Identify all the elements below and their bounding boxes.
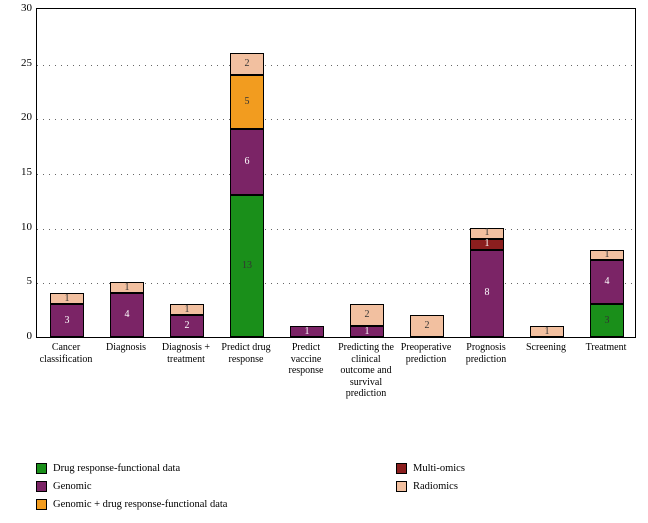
bar-segment-drug_resp: 3 bbox=[590, 304, 624, 337]
bar-segment-value: 8 bbox=[471, 288, 503, 298]
bar-segment-combo: 5 bbox=[230, 75, 264, 130]
bar-segment-radiomics: 1 bbox=[110, 282, 144, 293]
bar-segment-value: 5 bbox=[231, 97, 263, 107]
legend-label: Radiomics bbox=[413, 481, 458, 492]
bar-segment-value: 2 bbox=[351, 310, 383, 320]
bar-segment-genomic: 1 bbox=[350, 326, 384, 337]
y-tick-label: 0 bbox=[4, 330, 32, 342]
swatch-drug-resp bbox=[36, 463, 47, 474]
legend-item-multi: Multi-omics bbox=[396, 460, 465, 476]
bar-segment-genomic: 4 bbox=[590, 260, 624, 304]
bar-segment-value: 1 bbox=[471, 228, 503, 238]
y-tick-label: 5 bbox=[4, 275, 32, 287]
x-tick-label: Treatment bbox=[577, 342, 635, 354]
bar-segment-value: 2 bbox=[231, 59, 263, 69]
bar-segment-radiomics: 1 bbox=[470, 228, 504, 239]
legend-item-radiomics: Radiomics bbox=[396, 478, 465, 494]
bar-segment-value: 2 bbox=[411, 321, 443, 331]
bar-segment-value: 13 bbox=[231, 261, 263, 271]
legend-label: Drug response-functional data bbox=[53, 463, 180, 474]
x-tick-label: Preoperative prediction bbox=[397, 342, 455, 365]
bar-segment-value: 1 bbox=[51, 294, 83, 304]
swatch-multi bbox=[396, 463, 407, 474]
swatch-genomic bbox=[36, 481, 47, 492]
x-tick-label: Predict drug response bbox=[217, 342, 275, 365]
y-tick-label: 15 bbox=[4, 166, 32, 178]
bar-segment-value: 1 bbox=[111, 283, 143, 293]
x-tick-label: Screening bbox=[517, 342, 575, 354]
bar-segment-genomic: 2 bbox=[170, 315, 204, 337]
bar-segment-value: 3 bbox=[591, 316, 623, 326]
x-tick-label: Prognosis prediction bbox=[457, 342, 515, 365]
bar-segment-value: 1 bbox=[351, 327, 383, 337]
bar-segment-drug_resp: 13 bbox=[230, 195, 264, 337]
x-tick-label: Predict vaccine response bbox=[277, 342, 335, 377]
y-tick-label: 20 bbox=[4, 111, 32, 123]
bar-segment-value: 2 bbox=[171, 321, 203, 331]
bar-segment-value: 1 bbox=[531, 327, 563, 337]
bar-segment-genomic: 1 bbox=[290, 326, 324, 337]
bar-segment-multi: 1 bbox=[470, 239, 504, 250]
legend-item-genomic: Genomic bbox=[36, 478, 227, 494]
x-tick-label: Predicting the clinical outcome and surv… bbox=[337, 342, 395, 400]
bar-segment-genomic: 4 bbox=[110, 293, 144, 337]
swatch-combo bbox=[36, 499, 47, 510]
bar-segment-radiomics: 2 bbox=[410, 315, 444, 337]
swatch-radiomics bbox=[396, 481, 407, 492]
bar-segment-genomic: 8 bbox=[470, 250, 504, 337]
bar-segment-radiomics: 1 bbox=[50, 293, 84, 304]
bar-segment-value: 4 bbox=[591, 277, 623, 287]
legend-label: Multi-omics bbox=[413, 463, 465, 474]
bar-segment-radiomics: 1 bbox=[170, 304, 204, 315]
y-tick-label: 10 bbox=[4, 221, 32, 233]
bar-segment-radiomics: 1 bbox=[590, 250, 624, 261]
legend-label: Genomic bbox=[53, 481, 92, 492]
x-tick-label: Cancer classification bbox=[37, 342, 95, 365]
bar-segment-genomic: 6 bbox=[230, 129, 264, 195]
bar-segment-value: 6 bbox=[231, 157, 263, 167]
bar-segment-value: 3 bbox=[51, 316, 83, 326]
legend-item-combo: Genomic + drug response-functional data bbox=[36, 496, 227, 512]
y-tick-label: 25 bbox=[4, 57, 32, 69]
y-tick-label: 30 bbox=[4, 2, 32, 14]
bar-segment-radiomics: 2 bbox=[350, 304, 384, 326]
bars-container: 3141211365211228111341 bbox=[37, 9, 635, 337]
bar-segment-value: 1 bbox=[471, 239, 503, 249]
x-tick-label: Diagnosis + treatment bbox=[157, 342, 215, 365]
bar-segment-genomic: 3 bbox=[50, 304, 84, 337]
legend-label: Genomic + drug response-functional data bbox=[53, 499, 227, 510]
bar-segment-value: 1 bbox=[171, 305, 203, 315]
bar-segment-value: 1 bbox=[591, 250, 623, 260]
bar-segment-value: 4 bbox=[111, 310, 143, 320]
stacked-bar-chart: 051015202530 3141211365211228111341 Canc… bbox=[0, 0, 648, 523]
bar-segment-value: 1 bbox=[291, 327, 323, 337]
plot-area: 3141211365211228111341 bbox=[36, 8, 636, 338]
bar-segment-radiomics: 1 bbox=[530, 326, 564, 337]
bar-segment-radiomics: 2 bbox=[230, 53, 264, 75]
x-tick-label: Diagnosis bbox=[97, 342, 155, 354]
legend-item-drug-resp: Drug response-functional data bbox=[36, 460, 227, 476]
